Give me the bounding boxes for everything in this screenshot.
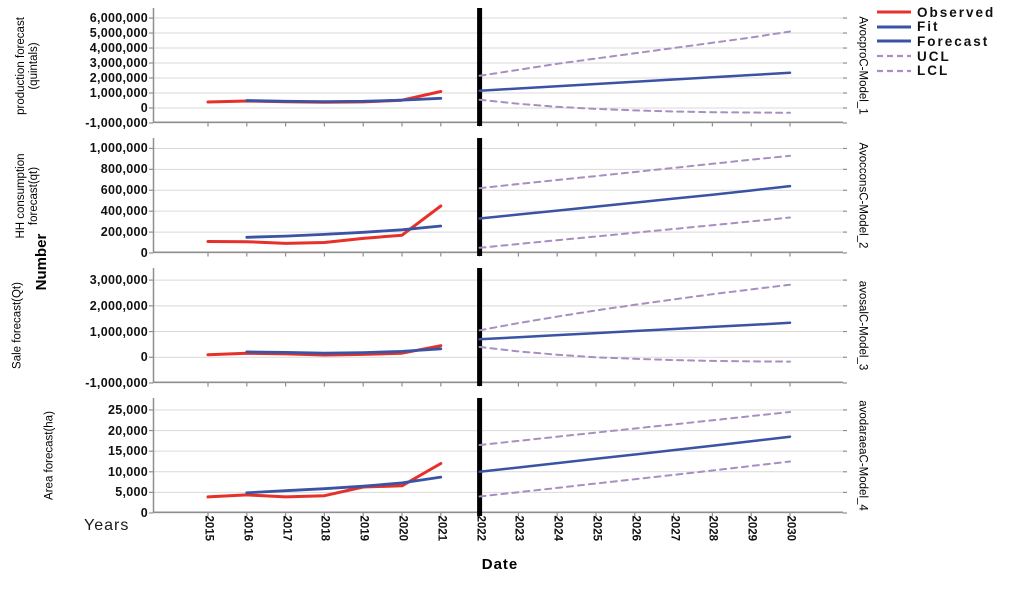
- fit-line: [245, 347, 443, 355]
- panel-1-ylabel: production forecast (quintals): [15, 16, 40, 115]
- y-tick-label: 1,000,000: [89, 141, 148, 156]
- y-tick-label: 25,000: [107, 402, 148, 417]
- y-tick-label: 5,000,000: [89, 26, 148, 41]
- y-tick-label: 5,000: [115, 485, 148, 500]
- y-tick-label: 1,000,000: [89, 324, 148, 339]
- y-tick-label: 6,000,000: [89, 11, 148, 26]
- forecast-line: [478, 71, 792, 93]
- y-tick-label: 3,000,000: [89, 273, 148, 288]
- x-tick-label: 2030: [784, 515, 797, 541]
- legend-item-lcl: LCL: [876, 63, 995, 78]
- legend-observed-line-sample: [877, 10, 911, 14]
- forecast-separator: [477, 138, 483, 256]
- y-tick-label: -1,000,000: [85, 116, 148, 130]
- y-tick-label: 0: [140, 350, 148, 365]
- y-tick-label: 0: [140, 246, 148, 260]
- y-tick-label: 400,000: [100, 204, 148, 219]
- panel-4-plot: [149, 398, 847, 517]
- x-tick-label: 2029: [745, 515, 758, 541]
- y-tick-label: 600,000: [100, 183, 148, 198]
- panel-1-model-label: AvocproC-Model_1: [856, 16, 869, 115]
- legend-item-ucl: UCL: [876, 49, 995, 64]
- legend-forecast-line-sample: [877, 39, 911, 43]
- x-tick-label: 2024: [551, 515, 564, 541]
- x-tick-label: 2027: [668, 515, 681, 541]
- forecast-line: [478, 435, 792, 474]
- x-axis-years-label: Years: [84, 517, 130, 534]
- panel-3-ylabel: Sale forecast(Qt): [11, 282, 24, 369]
- legend-label: Forecast: [917, 33, 990, 49]
- forecast-separator: [477, 268, 483, 386]
- x-tick-label: 2026: [629, 515, 642, 541]
- x-tick-label: 2023: [512, 515, 525, 541]
- x-tick-label: 2025: [590, 515, 603, 541]
- lcl-line: [478, 98, 791, 114]
- y-tick-label: 2,000,000: [89, 298, 148, 313]
- forecast-line: [478, 321, 792, 341]
- panel-4-ylabel: Area forecast(ha): [43, 411, 56, 500]
- x-tick-label: 2022: [474, 515, 487, 541]
- y-tick-label: 1,000,000: [89, 86, 148, 100]
- panel-4-model-label: avodaraeaC-Model_4: [856, 400, 869, 511]
- panel-3-model-label: avosalC-Model_3: [856, 280, 869, 371]
- x-tick-label: 2028: [706, 515, 719, 541]
- panel-1-plot: [149, 8, 847, 127]
- legend-label: UCL: [917, 48, 951, 64]
- y-tick-label: 0: [140, 506, 148, 520]
- lcl-line: [478, 346, 791, 363]
- ucl-line: [478, 283, 791, 332]
- x-tick-label: 2017: [280, 515, 293, 541]
- fit-line: [245, 224, 443, 239]
- observed-line: [206, 204, 443, 245]
- x-axis-title: Date: [481, 556, 519, 573]
- forecast-separator: [477, 8, 483, 126]
- y-tick-label: 200,000: [100, 225, 148, 240]
- panel-2-model-label: AvocconsC-Model_2: [856, 142, 869, 249]
- y-tick-label: 3,000,000: [89, 56, 148, 71]
- x-tick-label: 2018: [318, 515, 331, 541]
- y-axis-title: Number: [33, 233, 50, 291]
- ucl-line: [478, 154, 791, 190]
- ucl-line: [478, 30, 791, 77]
- panel-3-plot: [149, 268, 847, 387]
- fit-line: [245, 96, 443, 103]
- panel-2-plot: [149, 138, 847, 257]
- y-tick-label: 4,000,000: [89, 41, 148, 56]
- legend-lcl-line-sample: [877, 69, 911, 72]
- fit-line: [245, 475, 443, 495]
- x-tick-label: 2021: [435, 515, 448, 541]
- legend-fit-line-sample: [877, 25, 911, 29]
- x-tick-label: 2019: [357, 515, 370, 541]
- y-tick-label: 0: [140, 101, 148, 115]
- x-tick-label: 2016: [241, 515, 254, 541]
- legend-item-observed: Observed: [876, 5, 995, 20]
- legend-item-forecast: Forecast: [876, 34, 995, 49]
- y-tick-label: 800,000: [100, 162, 148, 177]
- y-tick-label: 15,000: [107, 444, 148, 459]
- legend-label: Fit: [917, 19, 940, 35]
- y-tick-label: 20,000: [107, 423, 148, 438]
- x-tick-label: 2015: [202, 515, 215, 541]
- x-tick-label: 2020: [396, 515, 409, 541]
- legend: Observed Fit Forecast UCL LCL: [876, 5, 995, 78]
- y-tick-label: 2,000,000: [89, 71, 148, 86]
- y-tick-label: -1,000,000: [85, 376, 148, 390]
- legend-label: LCL: [917, 63, 950, 79]
- legend-item-fit: Fit: [876, 19, 995, 35]
- y-tick-label: 10,000: [107, 464, 148, 479]
- lcl-line: [478, 216, 791, 249]
- legend-ucl-line-sample: [877, 54, 911, 58]
- forecast-separator: [477, 398, 483, 516]
- lcl-line: [478, 460, 791, 498]
- ucl-line: [478, 411, 791, 446]
- forecast-line: [478, 184, 792, 220]
- legend-label: Observed: [917, 4, 996, 20]
- observed-line: [206, 462, 443, 499]
